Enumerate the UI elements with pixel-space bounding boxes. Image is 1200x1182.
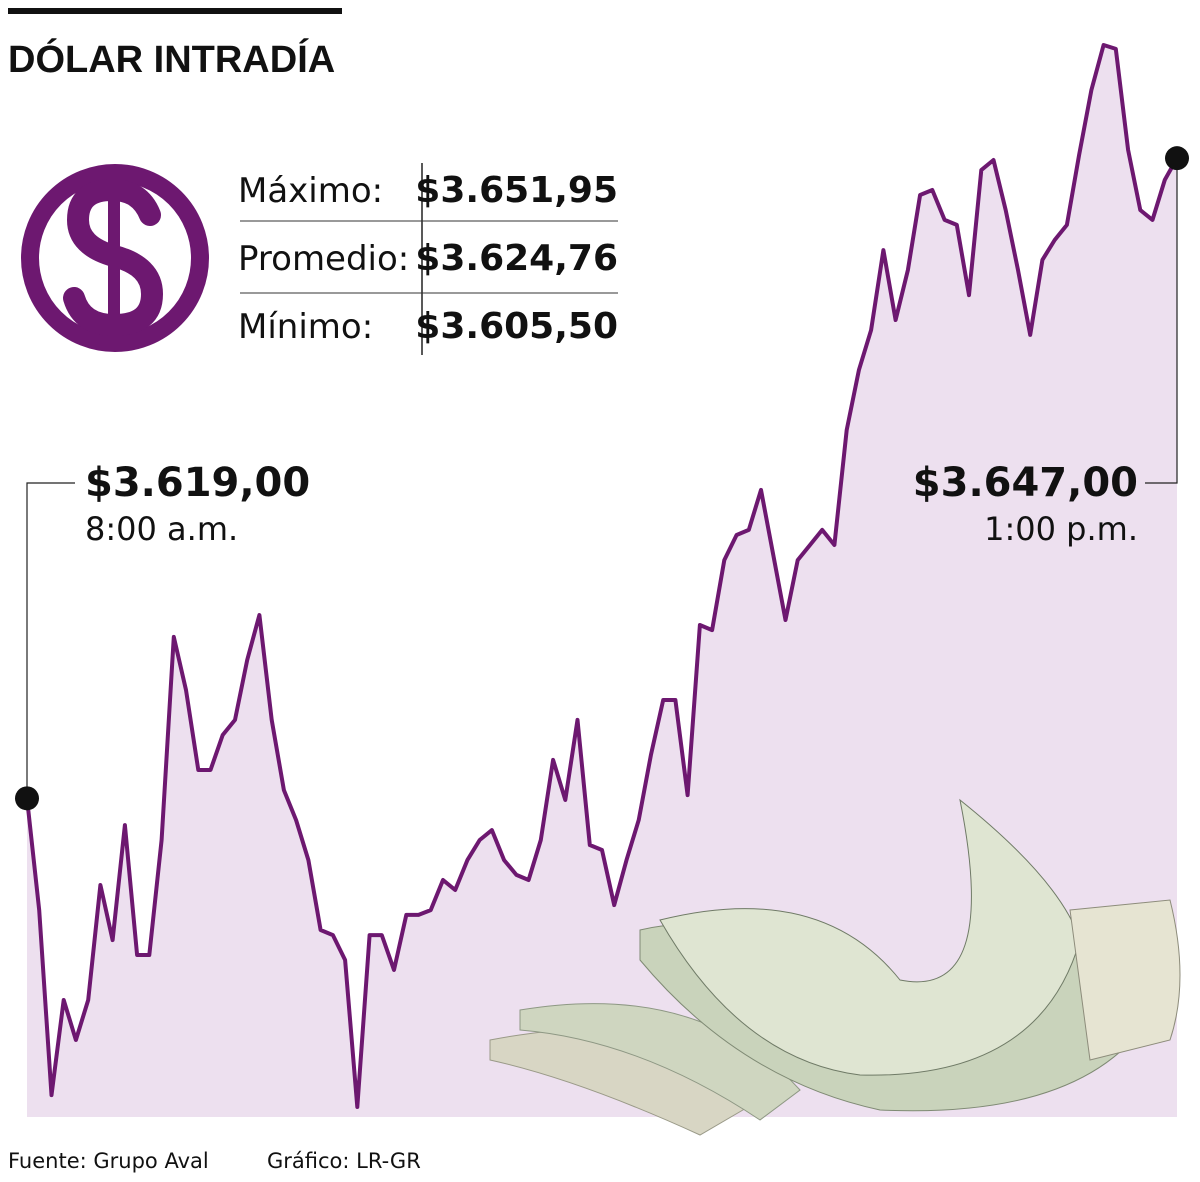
- annotation-value: $3.619,00: [85, 460, 310, 506]
- stat-label: Mínimo:: [238, 307, 373, 347]
- point-marker: [1165, 146, 1189, 171]
- dollar-icon: [21, 164, 209, 352]
- stat-value: $3.651,95: [415, 170, 618, 211]
- annotation-time: 1:00 p.m.: [984, 510, 1138, 548]
- line: [25, 43, 1179, 1109]
- stats-table: Máximo: $3.651,95 Promedio: $3.624,76 Mí…: [238, 163, 618, 355]
- title-bar: [8, 8, 342, 14]
- annotation-value: $3.647,00: [913, 460, 1138, 506]
- money-illustration: [489, 798, 1181, 1136]
- stat-label: Promedio:: [238, 239, 409, 279]
- point-marker: [15, 786, 39, 811]
- source: Fuente: Grupo Aval: [8, 1149, 209, 1173]
- plot: [25, 43, 1179, 1117]
- credit: Gráfico: LR-GR: [267, 1149, 421, 1173]
- stat-label: Máximo:: [238, 171, 383, 211]
- leader-line: [1145, 158, 1178, 484]
- annotation-time: 8:00 a.m.: [85, 510, 238, 548]
- stat-value: $3.624,76: [415, 238, 618, 279]
- stat-value: $3.605,50: [415, 306, 618, 347]
- area: [27, 45, 1177, 1117]
- leader-line: [26, 482, 75, 799]
- chart-title: DÓLAR INTRADÍA: [8, 37, 335, 81]
